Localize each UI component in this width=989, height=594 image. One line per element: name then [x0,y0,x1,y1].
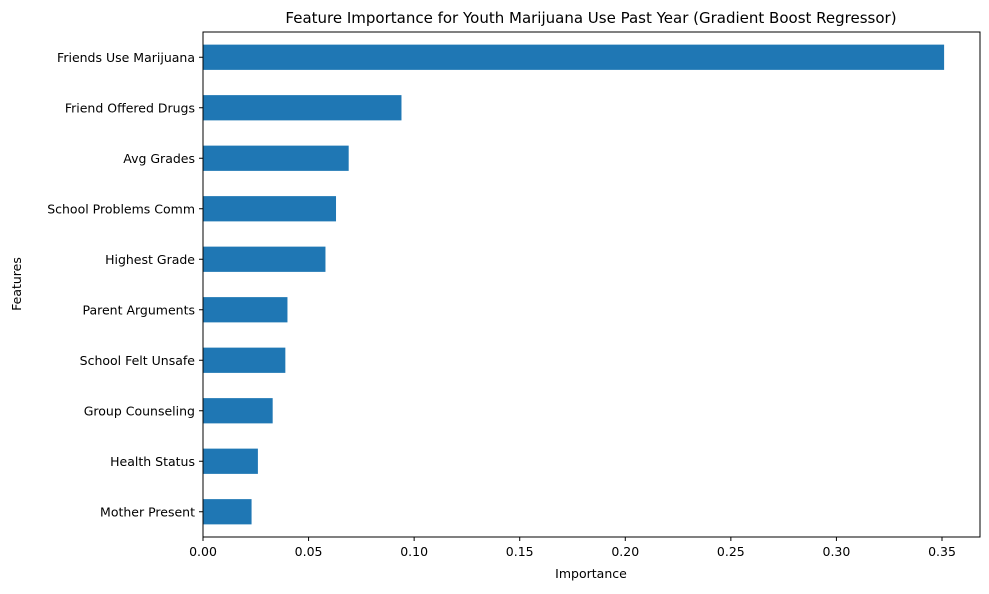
bar [203,499,252,525]
bar [203,448,258,474]
y-axis-label: Features [9,257,24,311]
bar [203,95,402,121]
bar [203,246,326,272]
y-tick-label: Highest Grade [105,252,195,267]
y-tick-label: Group Counseling [84,403,195,418]
y-tick-label: Mother Present [100,504,195,519]
bar [203,44,945,70]
y-tick-label: School Felt Unsafe [80,353,196,368]
x-axis: 0.00 0.05 0.10 0.15 0.20 0.25 0.30 0.35 [189,537,956,559]
x-tick-label: 0.35 [928,544,956,559]
y-tick-label: Parent Arguments [82,302,195,317]
bar [203,347,286,373]
x-axis-label: Importance [555,566,627,581]
y-tick-label: School Problems Comm [47,201,195,216]
y-tick-label: Friend Offered Drugs [65,100,195,115]
x-tick-label: 0.20 [611,544,639,559]
plot-frame [202,31,981,538]
y-tick-label: Avg Grades [123,151,195,166]
x-tick-label: 0.10 [400,544,428,559]
plot-area [203,44,945,525]
x-tick-label: 0.30 [823,544,851,559]
x-tick-label: 0.15 [506,544,534,559]
x-tick-label: 0.05 [295,544,323,559]
y-tick-label: Health Status [110,454,195,469]
x-tick-label: 0.00 [189,544,217,559]
bar [203,297,288,323]
bar [203,398,273,424]
y-tick-label: Friends Use Marijuana [57,50,195,65]
chart-title: Feature Importance for Youth Marijuana U… [285,9,896,27]
bar [203,145,349,171]
bar [203,196,337,222]
y-axis: Friends Use Marijuana Friend Offered Drug… [47,50,203,519]
x-tick-label: 0.25 [717,544,745,559]
